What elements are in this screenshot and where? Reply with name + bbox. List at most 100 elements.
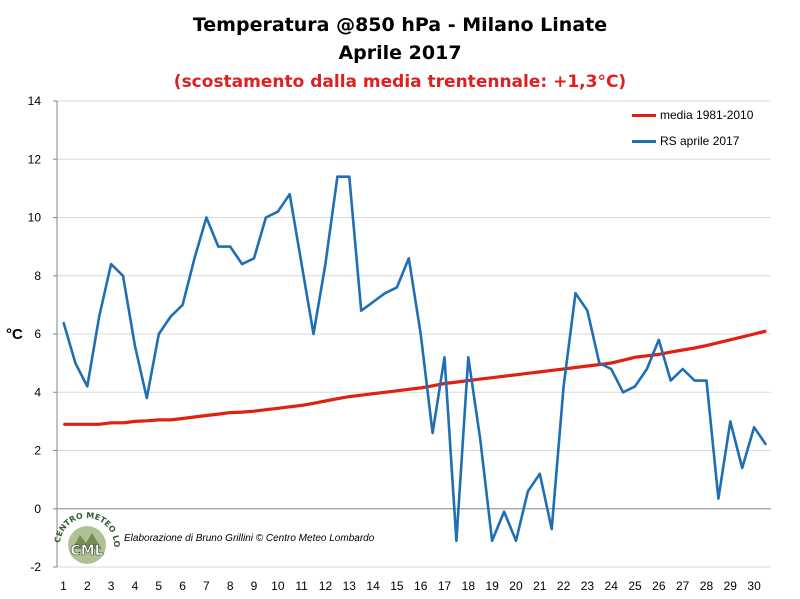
data-point-mean	[527, 372, 529, 374]
data-point-rs	[563, 385, 565, 387]
data-point-rs	[360, 310, 362, 312]
data-point-mean	[182, 417, 184, 420]
x-tick-label: 22	[557, 579, 571, 593]
x-tick-label: 4	[132, 579, 139, 593]
chart-note: (scostamento dalla media trentennale: +1…	[173, 72, 627, 92]
y-tick-label: 8	[34, 269, 41, 283]
x-tick-label: 14	[366, 579, 380, 593]
data-point-rs	[670, 380, 672, 382]
data-point-mean	[146, 420, 148, 422]
data-point-rs	[348, 176, 350, 178]
x-tick-label: 19	[485, 579, 499, 593]
x-tick-label: 20	[509, 579, 523, 593]
x-tick-label: 17	[438, 579, 452, 593]
data-point-rs	[420, 333, 422, 335]
x-tick-label: 16	[414, 579, 428, 593]
data-point-mean	[432, 385, 434, 387]
data-point-mean	[682, 349, 684, 351]
data-point-mean	[563, 368, 565, 370]
x-tick-label: 11	[295, 579, 308, 593]
data-point-mean	[384, 391, 386, 393]
data-point-mean	[574, 366, 577, 369]
data-point-rs	[122, 275, 124, 277]
data-point-rs	[574, 292, 577, 294]
data-point-mean	[360, 394, 362, 396]
data-point-mean	[658, 353, 660, 355]
legend-swatch-mean	[632, 114, 656, 118]
data-point-mean	[205, 414, 207, 417]
data-point-mean	[503, 375, 505, 377]
data-point-rs	[241, 263, 243, 265]
data-point-rs	[277, 211, 279, 213]
data-point-mean	[253, 410, 255, 412]
y-tick-label: -2	[30, 560, 41, 574]
x-tick-label: 2	[84, 579, 91, 593]
data-point-rs	[396, 286, 398, 288]
data-point-rs	[62, 321, 65, 323]
series-line-rs	[62, 175, 768, 543]
data-point-mean	[491, 377, 493, 379]
x-tick-labels: 1 2 3 4 5 6 7 8 9 10 11 12 13 14 15 16 17 18 19 20 21 22 23 24 2…	[60, 579, 761, 593]
legend-swatch-rs	[632, 140, 656, 144]
data-point-rs	[372, 301, 374, 303]
legend-item-mean: media 1981-2010	[632, 108, 753, 122]
series-lines	[62, 175, 768, 543]
x-tick-label: 18	[462, 579, 476, 593]
y-tick-label: 14	[28, 94, 42, 108]
y-tick-label: 6	[34, 327, 41, 341]
data-point-rs	[741, 467, 743, 469]
y-tick-label: 0	[34, 502, 41, 516]
data-point-mean	[443, 382, 446, 385]
data-point-rs	[74, 362, 76, 364]
data-point-rs	[110, 263, 112, 265]
y-axis-label: °C	[6, 326, 23, 343]
data-point-mean	[765, 330, 767, 332]
x-tick-label: 6	[179, 579, 186, 593]
data-point-mean	[122, 422, 124, 424]
logo-short-text: CML	[70, 543, 103, 559]
data-point-mean	[717, 342, 720, 344]
data-point-rs	[503, 511, 505, 513]
y-tick-label: 10	[28, 211, 42, 225]
data-point-mean	[265, 409, 267, 411]
y-tick-label: 2	[34, 444, 41, 458]
data-point-rs	[598, 362, 600, 364]
data-point-mean	[539, 371, 541, 373]
y-tick-labels: -2 0 2 4 6 8 10 12 14	[28, 94, 42, 574]
x-tick-label: 5	[155, 579, 162, 593]
x-tick-label: 30	[747, 579, 761, 593]
data-point-rs	[217, 246, 219, 248]
data-point-mean	[705, 345, 708, 347]
data-point-rs	[515, 540, 517, 542]
data-point-mean	[670, 351, 672, 353]
data-point-mean	[110, 422, 112, 424]
data-point-mean	[74, 423, 76, 425]
axes	[53, 100, 771, 568]
data-point-rs	[384, 292, 386, 294]
data-point-mean	[479, 378, 481, 380]
series-line-mean	[63, 329, 767, 426]
data-point-mean	[372, 393, 374, 395]
data-point-rs	[170, 315, 172, 318]
data-point-rs	[455, 540, 457, 542]
data-point-rs	[705, 380, 708, 382]
data-point-rs	[527, 490, 529, 492]
data-point-rs	[717, 498, 720, 500]
data-point-rs	[301, 263, 303, 265]
data-point-mean	[551, 369, 553, 371]
x-tick-label: 29	[724, 579, 738, 593]
data-point-rs	[265, 216, 267, 219]
data-point-mean	[348, 396, 350, 398]
data-point-mean	[217, 413, 219, 415]
data-point-rs	[146, 397, 148, 399]
data-point-mean	[396, 390, 398, 392]
data-point-rs	[182, 304, 184, 306]
x-tick-label: 15	[390, 579, 404, 593]
data-point-rs	[753, 426, 755, 428]
data-point-mean	[455, 381, 457, 383]
data-point-rs	[205, 216, 207, 219]
data-point-mean	[289, 406, 291, 408]
data-point-mean	[646, 355, 648, 357]
data-point-mean	[62, 423, 65, 425]
data-point-rs	[229, 246, 231, 248]
